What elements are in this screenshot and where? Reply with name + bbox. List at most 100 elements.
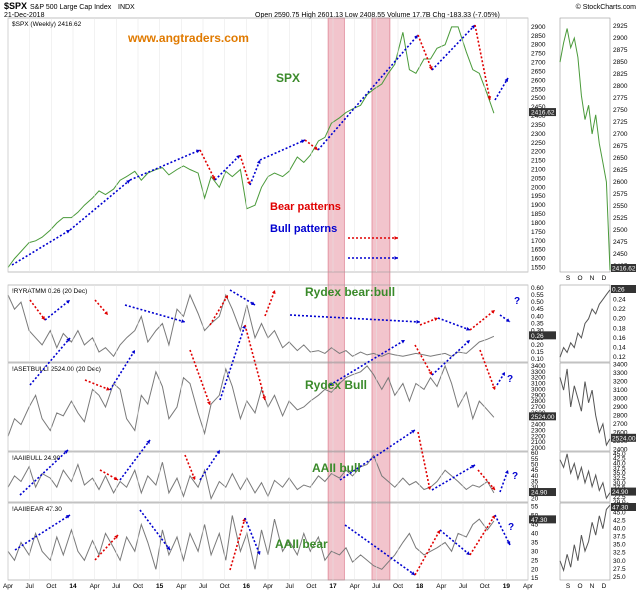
series-line-3 bbox=[7, 364, 495, 437]
side-y-tick-label: 2700 bbox=[613, 421, 628, 428]
arrowhead bbox=[301, 139, 305, 144]
arrowhead bbox=[491, 515, 495, 519]
side-last-value-box bbox=[611, 487, 636, 496]
y-tick-label: 0.55 bbox=[531, 292, 544, 299]
side-y-tick-label: 2600 bbox=[613, 179, 628, 186]
watermark: www.angtraders.com bbox=[127, 31, 249, 45]
bull-pattern-arrow bbox=[119, 439, 151, 481]
y-tick-label: 2450 bbox=[531, 104, 546, 111]
side-y-tick-label: 0.16 bbox=[613, 335, 626, 342]
arrowhead bbox=[66, 338, 70, 342]
y-tick-label: 0.30 bbox=[531, 328, 544, 335]
arrowhead bbox=[401, 340, 405, 344]
side-last-value-label: 2524.00 bbox=[612, 435, 636, 442]
side-x-tick-label: O bbox=[577, 583, 582, 590]
side-series-line-3 bbox=[559, 368, 611, 447]
side-y-tick-label: 42.5 bbox=[613, 456, 626, 463]
last-value-box bbox=[529, 412, 556, 421]
side-y-tick-label: 2900 bbox=[613, 35, 628, 42]
y-tick-label: 1900 bbox=[531, 202, 546, 209]
side-last-value-box bbox=[611, 433, 636, 442]
arrowhead bbox=[466, 340, 470, 344]
side-frame-5 bbox=[559, 502, 611, 581]
series-line-4 bbox=[7, 454, 495, 501]
bear-pattern-arrow bbox=[209, 294, 229, 326]
y-tick-label: 1950 bbox=[531, 193, 546, 200]
arrowhead bbox=[506, 541, 511, 545]
side-frame-2 bbox=[559, 284, 611, 363]
y-tick-label: 55 bbox=[531, 456, 539, 463]
side-x-tick-label: N bbox=[590, 583, 595, 590]
side-last-value-label: 0.26 bbox=[612, 287, 625, 294]
x-tick-label: Jul bbox=[112, 583, 121, 590]
x-tick-label: Apr bbox=[523, 583, 534, 590]
arrowhead bbox=[434, 317, 438, 322]
y-tick-label: 1750 bbox=[531, 229, 546, 236]
arrowhead bbox=[66, 515, 70, 519]
arrowhead bbox=[466, 326, 470, 331]
last-value-label: 24.90 bbox=[531, 490, 548, 497]
arrowhead bbox=[251, 301, 255, 305]
side-y-tick-label: 37.5 bbox=[613, 465, 626, 472]
y-tick-label: 3300 bbox=[531, 369, 546, 376]
bull-pattern-arrow bbox=[19, 449, 69, 496]
arrowhead bbox=[471, 25, 475, 29]
y-tick-label: 0.45 bbox=[531, 306, 544, 313]
y-tick-label: 2150 bbox=[531, 158, 546, 165]
x-tick-label: 18 bbox=[416, 583, 424, 590]
header-stats: Open 2590.75 High 2601.13 Low 2408.55 Vo… bbox=[255, 12, 500, 19]
arrowhead bbox=[41, 316, 45, 320]
side-y-tick-label: 2825 bbox=[613, 71, 628, 78]
y-tick-label: 2500 bbox=[531, 95, 546, 102]
label-rydex-bull: Rydex Bull bbox=[305, 378, 367, 392]
side-x-tick-label: S bbox=[566, 275, 571, 282]
side-y-tick-label: 2400 bbox=[613, 446, 628, 453]
y-tick-label: 55 bbox=[531, 504, 539, 511]
series-line-2 bbox=[7, 293, 495, 358]
x-tick-label: Jul bbox=[199, 583, 208, 590]
side-y-tick-label: 0.24 bbox=[613, 296, 626, 303]
bull-pattern-arrow bbox=[14, 514, 71, 551]
arrowhead bbox=[224, 295, 228, 299]
arrowhead bbox=[106, 386, 110, 391]
arrowhead bbox=[436, 530, 440, 534]
x-tick-label: Apr bbox=[176, 583, 187, 590]
side-series-line-1 bbox=[559, 28, 611, 271]
side-frame-4 bbox=[559, 451, 611, 503]
side-y-tick-label: 20.0 bbox=[613, 499, 626, 506]
series-line-5 bbox=[7, 515, 495, 570]
x-tick-label: Oct bbox=[46, 583, 56, 590]
side-y-tick-label: 0.18 bbox=[613, 325, 626, 332]
x-tick-label: Apr bbox=[90, 583, 101, 590]
side-y-tick-label: 37.5 bbox=[613, 534, 626, 541]
arrowhead bbox=[66, 230, 70, 234]
side-x-tick-label: D bbox=[602, 275, 607, 282]
bear-pattern-arrow bbox=[264, 289, 276, 317]
y-tick-label: 2400 bbox=[531, 113, 546, 120]
arrowhead bbox=[256, 160, 261, 164]
arrowhead bbox=[131, 350, 135, 354]
x-tick-label: Oct bbox=[133, 583, 143, 590]
side-y-tick-label: 2550 bbox=[613, 203, 628, 210]
y-tick-label: 3400 bbox=[531, 363, 546, 370]
y-tick-label: 2900 bbox=[531, 24, 546, 31]
arrowhead bbox=[506, 318, 510, 322]
panel-legend-3: !ASETBULLI 2524.00 (20 Dec) bbox=[12, 366, 101, 373]
arrowhead bbox=[181, 319, 185, 323]
bear-pattern-arrow bbox=[469, 514, 496, 556]
y-tick-label: 30 bbox=[531, 484, 539, 491]
side-last-value-label: 24.90 bbox=[612, 489, 629, 496]
arrowhead bbox=[166, 546, 170, 550]
side-y-tick-label: 2700 bbox=[613, 131, 628, 138]
bull-pattern-arrow bbox=[69, 179, 131, 231]
y-tick-label: 2200 bbox=[531, 149, 546, 156]
arrowhead bbox=[414, 35, 418, 39]
y-tick-label: 1700 bbox=[531, 238, 546, 245]
bull-pattern-arrow bbox=[29, 337, 71, 386]
y-tick-label: 35 bbox=[531, 479, 539, 486]
last-value-label: 2416.62 bbox=[531, 110, 555, 117]
side-series-line-4 bbox=[559, 453, 611, 500]
x-tick-label: Apr bbox=[436, 583, 447, 590]
y-tick-label: 25 bbox=[531, 557, 539, 564]
highlight-zone-2 bbox=[371, 17, 391, 581]
